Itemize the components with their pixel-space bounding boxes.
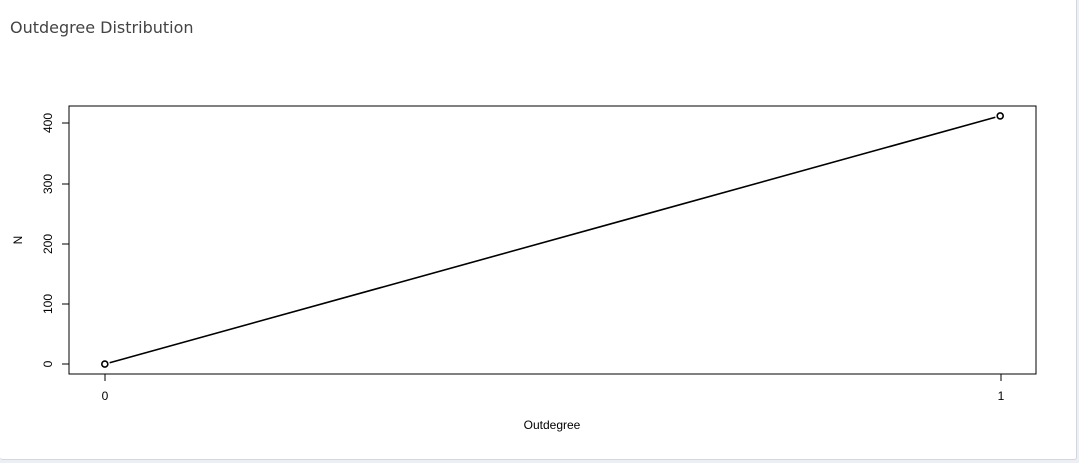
y-tick-label-200: 200 bbox=[41, 234, 55, 254]
y-tick-label-0: 0 bbox=[41, 360, 55, 367]
series-line-segment bbox=[109, 116, 996, 364]
y-axis: 0 100 200 300 400 N bbox=[11, 113, 70, 367]
y-tick-label-100: 100 bbox=[41, 294, 55, 314]
y-axis-label: N bbox=[11, 236, 25, 245]
x-tick-label-1: 1 bbox=[998, 389, 1005, 403]
panel-title: Outdegree Distribution bbox=[10, 18, 194, 37]
x-tick-label-0: 0 bbox=[102, 389, 109, 403]
data-point-0 bbox=[101, 360, 109, 368]
y-tick-label-400: 400 bbox=[41, 113, 55, 133]
y-tick-label-300: 300 bbox=[41, 174, 55, 194]
x-axis: 0 1 Outdegree bbox=[102, 373, 1005, 432]
series-layer bbox=[101, 112, 1004, 368]
x-axis-label: Outdegree bbox=[524, 418, 581, 432]
data-point-1 bbox=[996, 112, 1004, 120]
